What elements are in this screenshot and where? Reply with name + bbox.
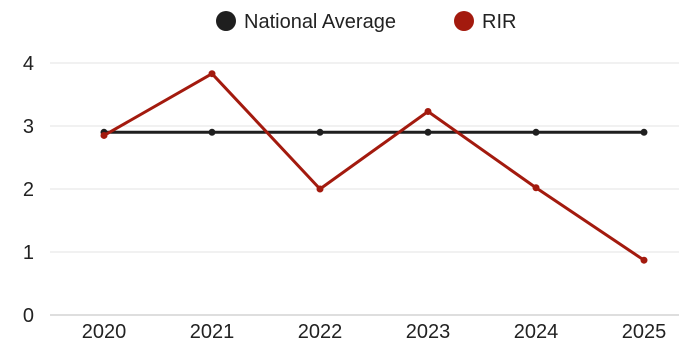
x-tick-label: 2021 xyxy=(190,321,235,341)
legend-marker-rir xyxy=(454,11,474,31)
x-tick-label: 2025 xyxy=(622,321,667,341)
data-point-national-average[interactable] xyxy=(640,128,648,136)
data-point-rir[interactable] xyxy=(316,185,324,193)
x-tick-label: 2024 xyxy=(514,321,559,341)
y-tick-label: 2 xyxy=(23,179,34,201)
legend-label-rir: RIR xyxy=(482,11,516,33)
y-tick-label: 3 xyxy=(23,116,34,138)
data-point-rir[interactable] xyxy=(208,70,216,78)
y-tick-label: 0 xyxy=(23,305,34,327)
series-layer xyxy=(100,70,648,264)
data-point-national-average[interactable] xyxy=(424,128,432,136)
legend-label-national-average: National Average xyxy=(244,11,396,33)
data-point-national-average[interactable] xyxy=(316,128,324,136)
data-point-rir[interactable] xyxy=(100,131,108,139)
data-point-national-average[interactable] xyxy=(532,128,540,136)
data-point-rir[interactable] xyxy=(532,184,540,192)
y-axis: 0 1 2 3 4 xyxy=(23,53,34,327)
x-axis: 2020 2021 2022 2023 2024 2025 xyxy=(82,321,667,343)
series-line-rir xyxy=(103,72,645,262)
x-tick-label: 2023 xyxy=(406,321,451,341)
y-tick-label: 1 xyxy=(23,242,34,264)
data-point-national-average[interactable] xyxy=(208,128,216,136)
data-point-rir[interactable] xyxy=(424,108,432,116)
gridlines xyxy=(50,62,679,316)
x-tick-label: 2020 xyxy=(82,321,127,341)
legend: National Average RIR xyxy=(216,11,516,33)
data-point-rir[interactable] xyxy=(640,256,648,264)
legend-marker-national-average xyxy=(216,11,236,31)
x-tick-label: 2022 xyxy=(298,321,343,341)
y-tick-label: 4 xyxy=(23,53,34,75)
